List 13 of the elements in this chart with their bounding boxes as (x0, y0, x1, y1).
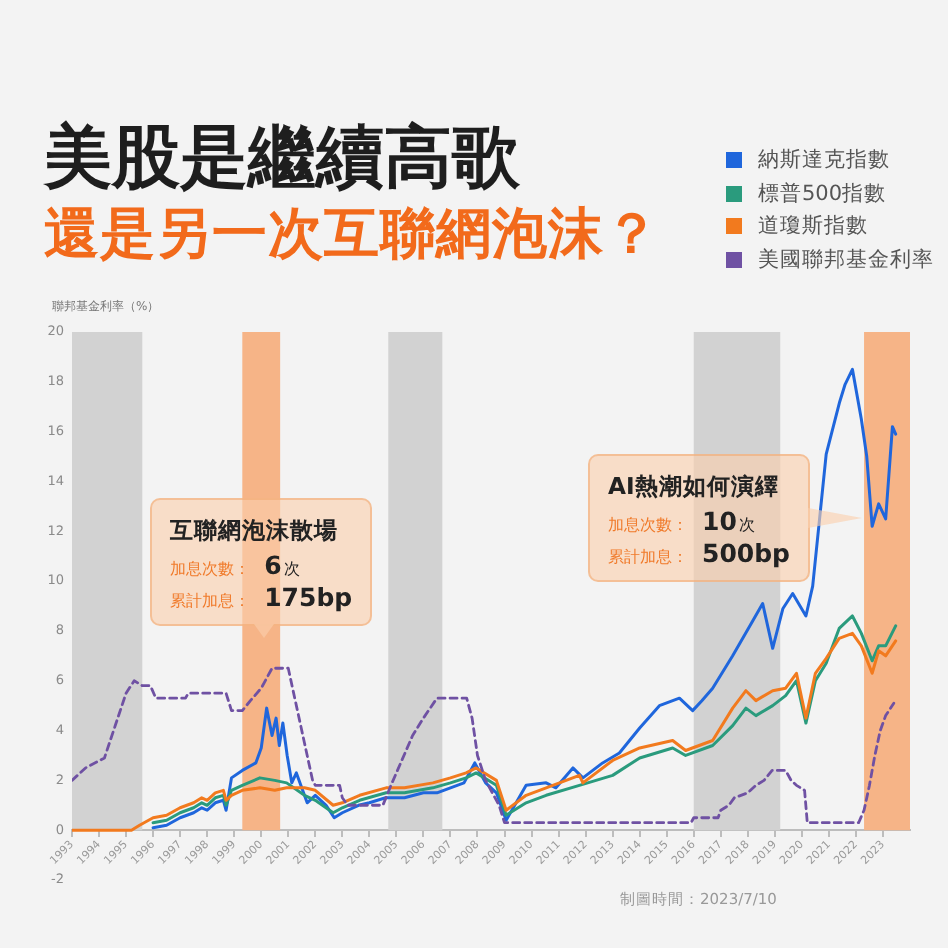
annotation: 累計加息： 175bp (170, 582, 353, 617)
annotation: 互聯網泡沫散場 (170, 514, 341, 549)
line-series (72, 666, 896, 825)
annotation: 加息次數： 6次 (170, 550, 300, 585)
chart-title: 美股是繼續高歌 (44, 118, 520, 198)
legend-label: 標普500指數 (758, 179, 887, 208)
annotation: 加息次數： 10次 (608, 505, 755, 540)
chart-subtitle: 還是另一次互聯網泡沫？ (44, 200, 660, 268)
annotation: 累計加息： 500bp (608, 537, 791, 572)
legend-label: 道瓊斯指數 (758, 212, 868, 241)
legend-label: 納斯達克指數 (758, 146, 890, 175)
annotation: AI熱潮如何演繹 (608, 469, 781, 504)
legend-label: 美國聯邦基金利率 (758, 245, 934, 274)
